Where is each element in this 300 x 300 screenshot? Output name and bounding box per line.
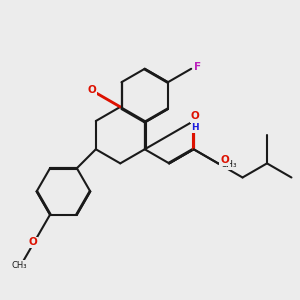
Text: O: O [29,237,38,248]
Text: N: N [191,112,200,122]
Text: O: O [191,111,200,121]
Text: CH₃: CH₃ [220,160,237,169]
Text: O: O [88,85,97,95]
Text: CH₃: CH₃ [12,261,27,270]
Text: O: O [220,155,229,165]
Text: H: H [191,123,199,132]
Text: F: F [194,62,201,72]
